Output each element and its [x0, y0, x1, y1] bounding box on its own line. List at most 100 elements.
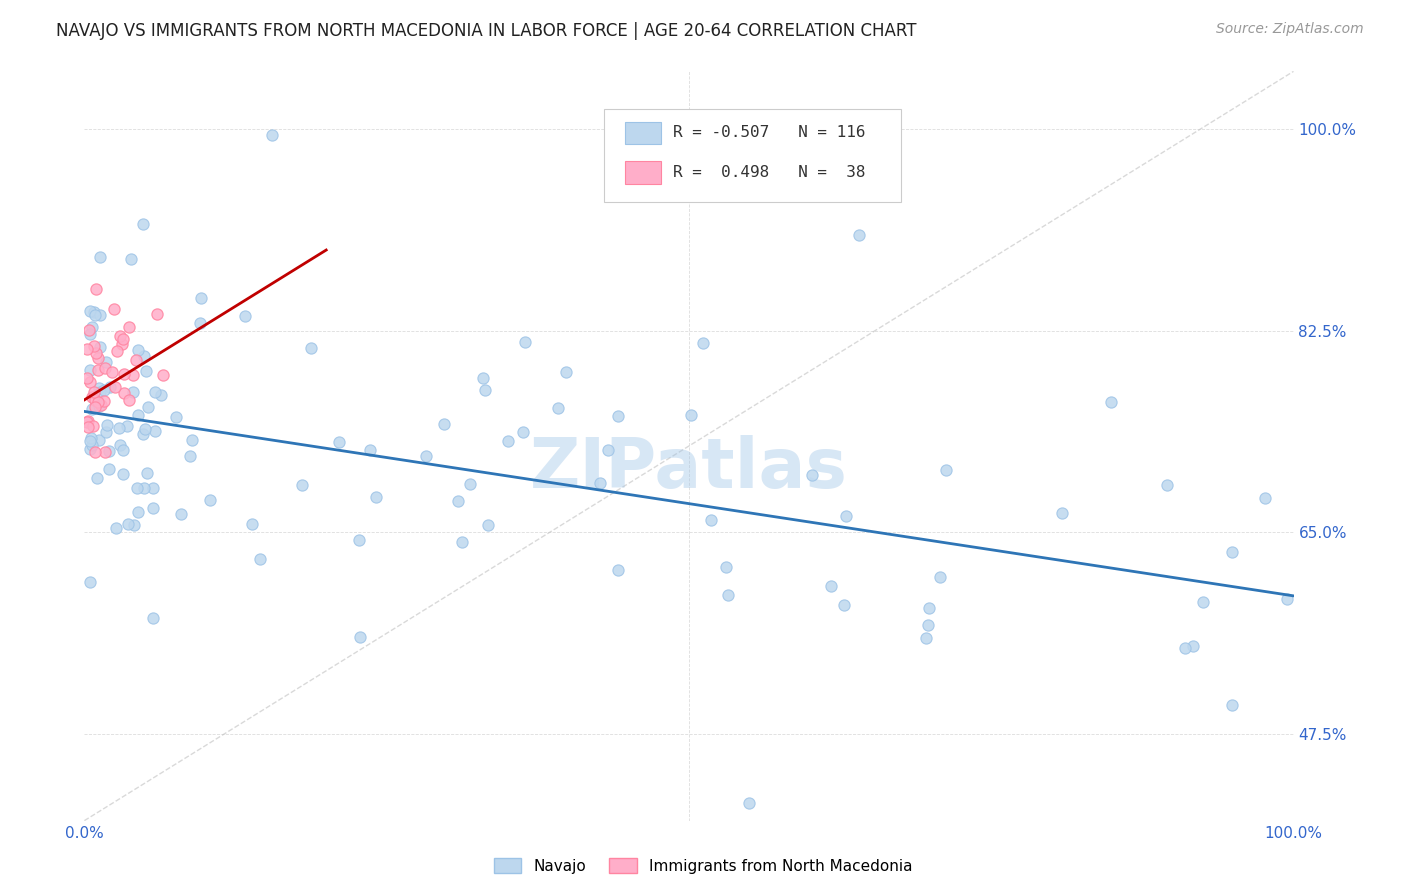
Point [152, 368, 174, 383]
Text: R =  0.498   N =  38: R = 0.498 N = 38 [673, 165, 866, 180]
Point [125, 353, 148, 368]
Point [1182, 640, 1205, 654]
Point [82, 419, 104, 434]
Point [84, 444, 107, 458]
Point [94, 361, 117, 376]
Point [801, 467, 824, 482]
Point [104, 380, 127, 394]
Point [134, 481, 156, 495]
Point [364, 490, 387, 504]
Point [84, 282, 107, 296]
Point [89, 250, 111, 264]
Point [589, 475, 612, 490]
Point [83, 385, 105, 400]
Point [83, 401, 105, 415]
Point [1220, 545, 1243, 559]
Point [98, 462, 121, 476]
Point [87, 395, 110, 409]
Point [87, 351, 110, 365]
Point [101, 365, 124, 379]
Point [181, 433, 204, 447]
Point [79, 323, 101, 337]
Legend: Navajo, Immigrants from North Macedonia: Navajo, Immigrants from North Macedonia [488, 852, 918, 880]
Point [103, 301, 125, 316]
Point [477, 518, 499, 533]
Point [716, 588, 738, 602]
Point [127, 343, 149, 358]
Point [170, 507, 193, 521]
Point [86, 471, 108, 485]
Point [105, 521, 128, 535]
Text: NAVAJO VS IMMIGRANTS FROM NORTH MACEDONIA IN LABOR FORCE | AGE 20-64 CORRELATION: NAVAJO VS IMMIGRANTS FROM NORTH MACEDONI… [56, 22, 917, 40]
Point [692, 335, 714, 350]
FancyBboxPatch shape [624, 161, 661, 184]
Point [118, 319, 141, 334]
Point [700, 513, 723, 527]
Point [97, 444, 120, 458]
Point [249, 551, 271, 566]
Point [108, 438, 131, 452]
Point [89, 398, 111, 412]
Point [87, 363, 110, 377]
Point [112, 367, 135, 381]
Point [122, 368, 145, 382]
Point [1192, 595, 1215, 609]
Point [127, 505, 149, 519]
Point [450, 535, 472, 549]
Point [554, 364, 576, 378]
Point [79, 304, 101, 318]
Point [832, 598, 855, 612]
Point [233, 309, 256, 323]
Point [415, 449, 437, 463]
Point [89, 340, 111, 354]
Point [447, 494, 470, 508]
Point [76, 415, 98, 429]
Point [1220, 698, 1243, 712]
Point [134, 349, 156, 363]
Point [547, 401, 569, 415]
Point [1050, 506, 1073, 520]
Point [89, 385, 111, 400]
Point [1254, 491, 1277, 506]
Point [935, 463, 957, 477]
Point [240, 516, 263, 531]
Point [607, 409, 630, 424]
Point [134, 422, 156, 436]
Point [714, 560, 737, 574]
Point [112, 386, 135, 401]
Point [117, 418, 139, 433]
Point [84, 345, 107, 359]
Point [127, 408, 149, 422]
Point [79, 376, 101, 390]
Point [349, 533, 371, 548]
Point [143, 424, 166, 438]
Point [120, 252, 142, 266]
Point [458, 477, 481, 491]
Point [359, 442, 381, 457]
Point [917, 618, 939, 632]
Point [260, 128, 283, 142]
Point [132, 218, 155, 232]
Point [299, 341, 322, 355]
Point [328, 434, 350, 449]
Point [472, 371, 495, 385]
Point [142, 481, 165, 495]
Point [291, 478, 314, 492]
Point [474, 383, 496, 397]
Point [96, 418, 118, 433]
Point [87, 380, 110, 394]
Point [188, 317, 211, 331]
Point [82, 390, 104, 404]
Point [135, 364, 157, 378]
Point [598, 442, 620, 457]
Point [136, 400, 159, 414]
Point [606, 563, 628, 577]
Point [83, 339, 105, 353]
Point [165, 410, 187, 425]
Point [145, 307, 167, 321]
Point [117, 516, 139, 531]
Point [122, 517, 145, 532]
Point [111, 467, 134, 481]
Point [79, 326, 101, 341]
Point [105, 343, 128, 358]
